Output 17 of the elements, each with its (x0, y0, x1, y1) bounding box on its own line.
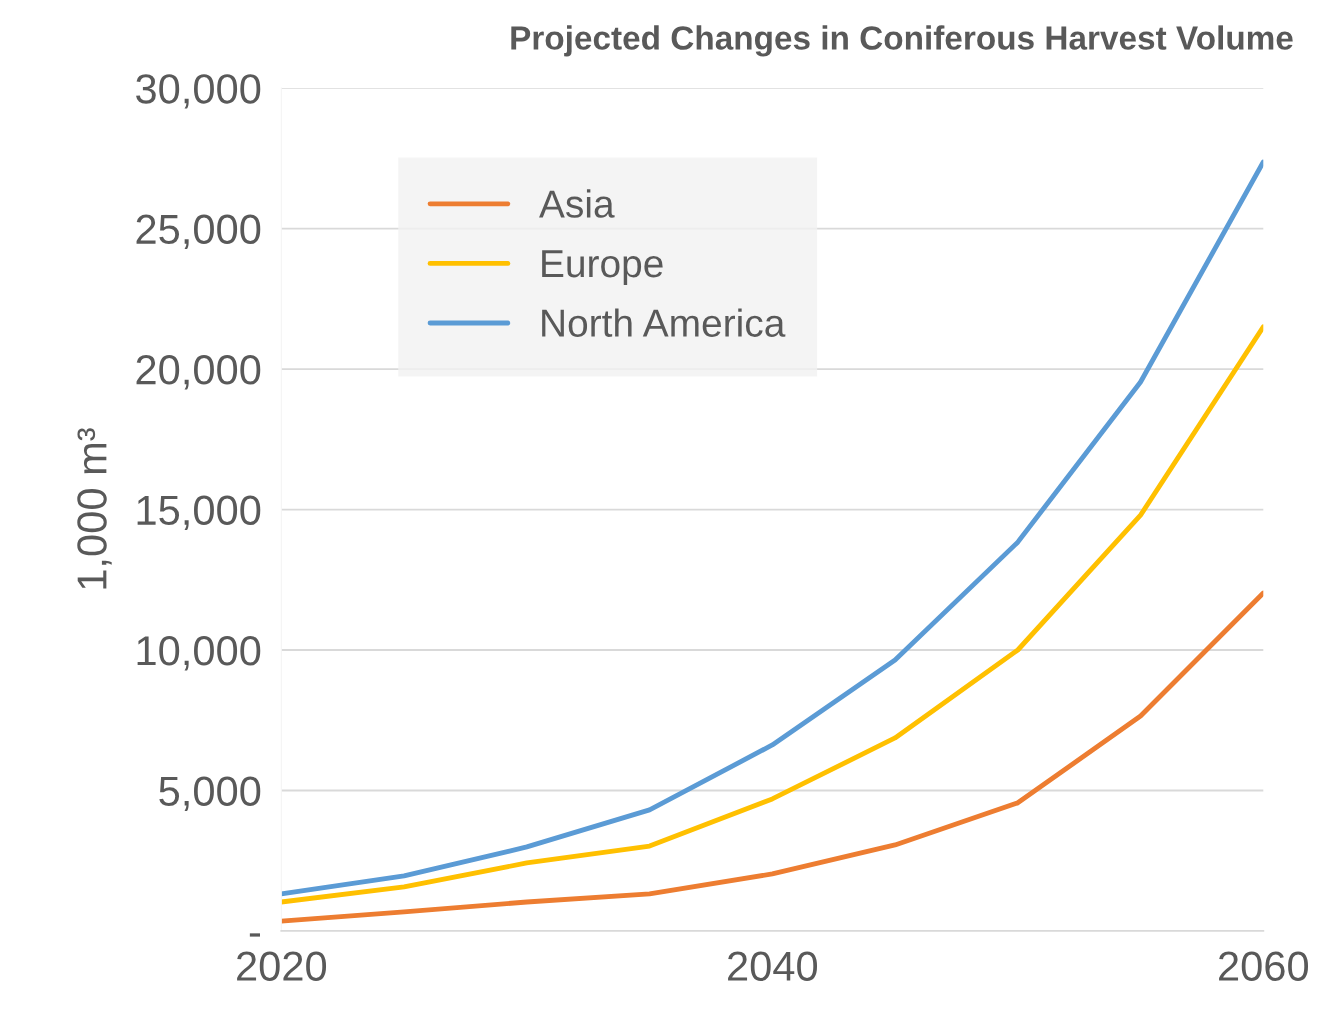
y-tick-label: 10,000 (137, 636, 261, 671)
y-tick-label: 30,000 (136, 74, 261, 109)
x-tick-label: 2040 (728, 951, 818, 981)
y-axis-title: 1,000 m³ (77, 428, 112, 589)
legend-label: Europe (542, 250, 663, 286)
y-tick-label: 25,000 (136, 214, 261, 250)
y-tick-label: 20,000 (136, 355, 261, 390)
chart-title: Projected Changes in Coniferous Harvest Volume (511, 25, 1293, 57)
y-tick-label: 15,000 (137, 495, 261, 530)
y-tick-label: 5,000 (159, 776, 261, 811)
x-tick-label: 2020 (237, 951, 327, 981)
x-tick-label: 2060 (1219, 951, 1309, 981)
line-series (281, 590, 1264, 924)
line-series (281, 159, 1264, 897)
legend-label: North America (542, 308, 786, 337)
y-tick-label: - (249, 933, 261, 937)
legend-label: Asia (539, 189, 615, 218)
